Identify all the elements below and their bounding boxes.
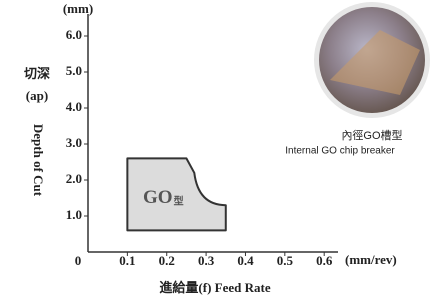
x-tick-label: 0.2: [159, 253, 175, 268]
photo-caption: 內徑GO槽型: [341, 128, 402, 142]
y-tick-label: 2.0: [66, 171, 82, 186]
y-tick-label: 6.0: [66, 27, 82, 42]
photo-caption: Internal GO chip breaker: [285, 146, 395, 157]
y-tick-label: 5.0: [66, 63, 82, 78]
x-unit: (mm/rev): [345, 252, 397, 267]
y-label: 切深: [24, 66, 50, 81]
y-tick-label: 1.0: [66, 207, 82, 222]
y-tick-label: 4.0: [66, 99, 82, 114]
x-tick-label: 0.5: [277, 253, 294, 268]
x-label: 進給量(f) Feed Rate: [159, 280, 270, 295]
y-unit: (mm): [63, 1, 93, 16]
region-label: GO: [143, 187, 173, 208]
y-label: (ap): [26, 88, 48, 103]
x-tick-label: 0.4: [237, 253, 254, 268]
x-tick-label: 0.1: [119, 253, 135, 268]
region-label-suffix: 型: [174, 195, 184, 208]
x-tick-label: 0: [75, 253, 82, 268]
chart: 內徑GO槽型 Internal GO chip breaker (mm) (mm…: [0, 0, 430, 304]
y-tick-label: 3.0: [66, 135, 82, 150]
y-label: Depth of Cut: [31, 124, 46, 197]
x-tick-label: 0.6: [316, 253, 333, 268]
x-tick-label: 0.3: [198, 253, 215, 268]
